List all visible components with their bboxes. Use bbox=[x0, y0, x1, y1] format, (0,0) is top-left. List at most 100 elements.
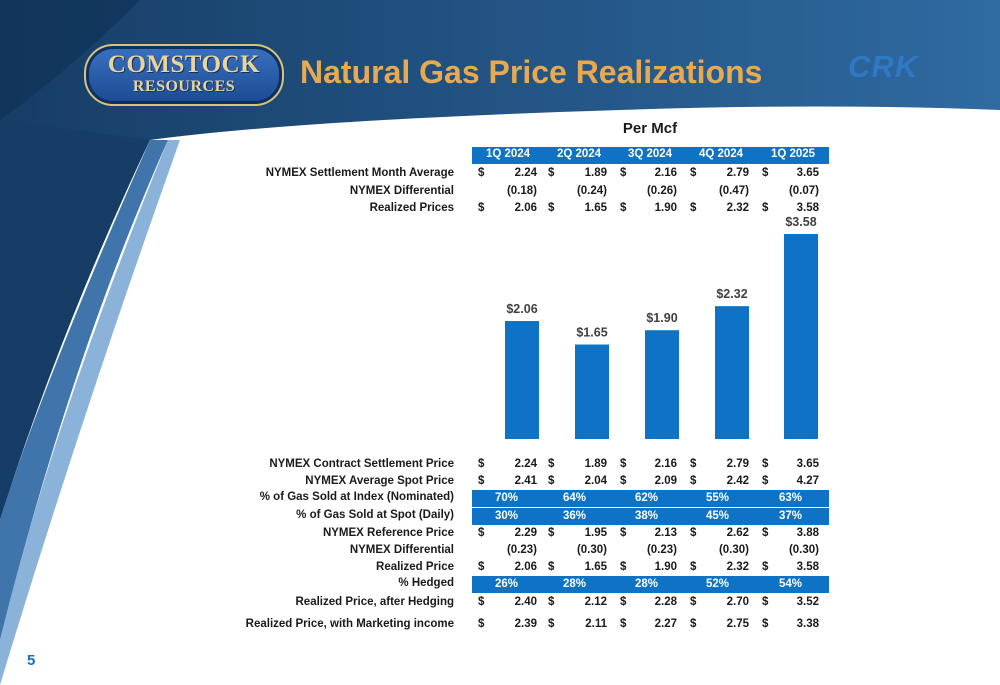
bar bbox=[575, 344, 609, 439]
value-cell: (0.47) bbox=[718, 185, 749, 197]
value-cell: 2.29 bbox=[514, 527, 537, 539]
table-row: NYMEX Settlement Month Average $2.24 $1.89… bbox=[0, 166, 1000, 183]
row-label: % Hedged bbox=[398, 577, 454, 589]
value-cell: 2.39 bbox=[514, 618, 537, 630]
highlight-band bbox=[472, 508, 829, 525]
dollar-sign: $ bbox=[620, 618, 627, 630]
value-cell: 2.09 bbox=[654, 475, 677, 487]
row-label: % of Gas Sold at Index (Nominated) bbox=[259, 491, 454, 503]
pct-cell: 30% bbox=[495, 510, 519, 522]
value-cell: 3.65 bbox=[796, 167, 819, 179]
value-cell: 2.79 bbox=[726, 167, 749, 179]
dollar-sign: $ bbox=[478, 458, 485, 470]
row-label: NYMEX Average Spot Price bbox=[305, 475, 454, 487]
value-cell: 2.79 bbox=[726, 458, 749, 470]
bar-data-label: $1.65 bbox=[576, 326, 607, 340]
value-cell: 2.32 bbox=[726, 202, 749, 214]
pct-cell: 38% bbox=[635, 510, 659, 522]
quarter-label: 1Q 2024 bbox=[485, 148, 531, 160]
value-cell: 2.62 bbox=[726, 527, 749, 539]
dollar-sign: $ bbox=[620, 596, 627, 608]
value-cell: 2.16 bbox=[654, 167, 677, 179]
dollar-sign: $ bbox=[478, 475, 485, 487]
dollar-sign: $ bbox=[762, 475, 769, 487]
dollar-sign: $ bbox=[620, 167, 627, 179]
dollar-sign: $ bbox=[478, 561, 485, 573]
page-number: 5 bbox=[27, 652, 36, 669]
dollar-sign: $ bbox=[548, 458, 555, 470]
table-row: Realized Price, with Marketing income $2.… bbox=[0, 617, 1000, 634]
row-label: NYMEX Reference Price bbox=[322, 527, 454, 539]
value-cell: 2.24 bbox=[514, 458, 537, 470]
quarter-label: 2Q 2024 bbox=[556, 148, 602, 160]
row-label: NYMEX Differential bbox=[349, 544, 454, 556]
value-cell: 2.40 bbox=[514, 596, 537, 608]
quarter-header: 1Q 2024 2Q 2024 3Q 2024 4Q 2024 1Q 2025 bbox=[472, 147, 829, 164]
value-cell: 1.65 bbox=[584, 561, 607, 573]
bar bbox=[784, 234, 818, 439]
dollar-sign: $ bbox=[690, 475, 697, 487]
slide-title: Natural Gas Price Realizations bbox=[300, 54, 763, 90]
pct-cell: 63% bbox=[779, 492, 803, 504]
value-cell: 3.65 bbox=[796, 458, 819, 470]
value-cell: 2.24 bbox=[514, 167, 537, 179]
pct-cell: 45% bbox=[706, 510, 730, 522]
dollar-sign: $ bbox=[620, 561, 627, 573]
value-cell: 2.13 bbox=[654, 527, 677, 539]
dollar-sign: $ bbox=[548, 618, 555, 630]
dollar-sign: $ bbox=[690, 596, 697, 608]
section-title: Per Mcf bbox=[622, 120, 678, 137]
pct-cell: 62% bbox=[635, 492, 659, 504]
pct-cell: 28% bbox=[635, 578, 659, 590]
value-cell: 2.04 bbox=[584, 475, 607, 487]
dollar-sign: $ bbox=[478, 527, 485, 539]
value-cell: 3.58 bbox=[796, 202, 819, 214]
pct-cell: 37% bbox=[779, 510, 803, 522]
row-label: Realized Price, after Hedging bbox=[295, 596, 455, 608]
dollar-sign: $ bbox=[762, 561, 769, 573]
bar-data-label: $2.06 bbox=[506, 302, 537, 316]
dollar-sign: $ bbox=[762, 596, 769, 608]
row-label: NYMEX Settlement Month Average bbox=[265, 167, 454, 179]
pct-cell: 64% bbox=[563, 492, 587, 504]
dollar-sign: $ bbox=[690, 167, 697, 179]
table-row: % of Gas Sold at Spot (Daily) 30% 36% 38% 45… bbox=[0, 508, 1000, 525]
dollar-sign: $ bbox=[478, 202, 485, 214]
ticker-logo: CRK bbox=[848, 49, 919, 84]
dollar-sign: $ bbox=[762, 458, 769, 470]
dollar-sign: $ bbox=[548, 527, 555, 539]
dollar-sign: $ bbox=[690, 618, 697, 630]
dollar-sign: $ bbox=[690, 561, 697, 573]
value-cell: 2.42 bbox=[726, 475, 749, 487]
table-row: NYMEX Contract Settlement Price $2.24 $1.8… bbox=[0, 457, 1000, 474]
bar bbox=[505, 321, 539, 439]
table-row: NYMEX Reference Price $2.29 $1.95 $2.13 $2.6… bbox=[0, 526, 1000, 543]
row-label: Realized Price bbox=[376, 561, 454, 573]
pct-cell: 28% bbox=[563, 578, 587, 590]
value-cell: 1.89 bbox=[584, 458, 607, 470]
value-cell: (0.30) bbox=[718, 544, 749, 556]
dollar-sign: $ bbox=[620, 202, 627, 214]
value-cell: 2.16 bbox=[654, 458, 677, 470]
logo-line1: COMSTOCK bbox=[107, 51, 261, 78]
dollar-sign: $ bbox=[762, 202, 769, 214]
table-row: Realized Prices $2.06 $1.65 $1.90 $2.32 $3.58 bbox=[0, 201, 1000, 218]
value-cell: 1.65 bbox=[584, 202, 607, 214]
dollar-sign: $ bbox=[762, 527, 769, 539]
row-label: Realized Price, with Marketing income bbox=[245, 618, 454, 630]
value-cell: 4.27 bbox=[796, 475, 819, 487]
value-cell: 2.27 bbox=[654, 618, 677, 630]
dollar-sign: $ bbox=[548, 475, 555, 487]
value-cell: (0.07) bbox=[788, 185, 819, 197]
value-cell: 2.11 bbox=[585, 618, 607, 630]
value-cell: 2.32 bbox=[726, 561, 749, 573]
value-cell: (0.23) bbox=[646, 544, 677, 556]
company-logo: COMSTOCK RESOURCES bbox=[84, 44, 284, 106]
row-label: NYMEX Contract Settlement Price bbox=[269, 458, 454, 470]
dollar-sign: $ bbox=[620, 475, 627, 487]
row-label: % of Gas Sold at Spot (Daily) bbox=[296, 509, 454, 521]
dollar-sign: $ bbox=[690, 202, 697, 214]
row-label: Realized Prices bbox=[369, 202, 454, 214]
